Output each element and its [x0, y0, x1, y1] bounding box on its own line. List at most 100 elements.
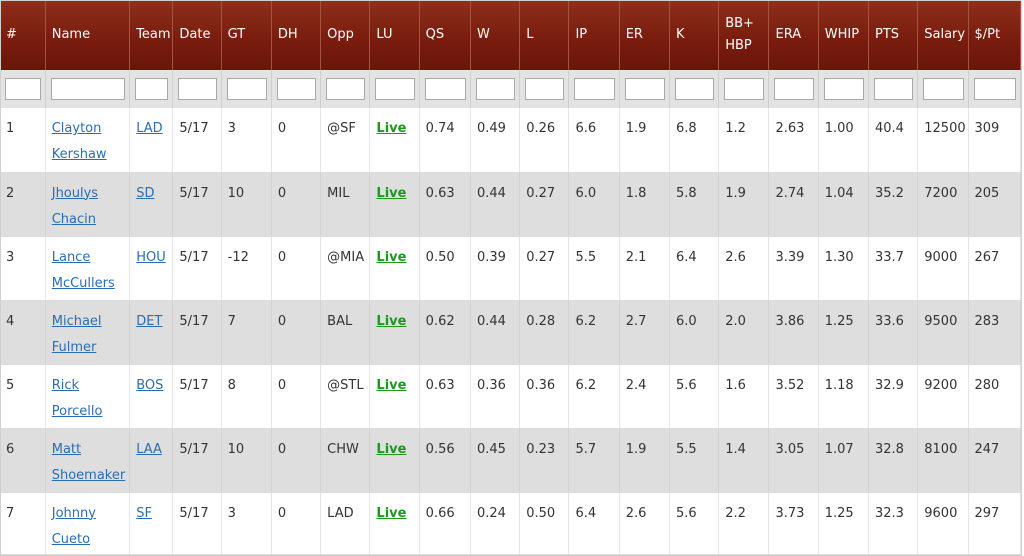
team-link[interactable]: BOS — [136, 377, 164, 393]
column-filter-input[interactable] — [874, 78, 914, 100]
opp-cell: BAL — [320, 300, 371, 365]
team-cell: LAD — [129, 108, 174, 173]
opp-cell: LAD — [320, 492, 371, 555]
filter-cell — [271, 70, 322, 108]
player-name-link[interactable]: Lance McCullers — [52, 250, 115, 291]
column-filter-input[interactable] — [375, 78, 415, 100]
opp-cell: CHW — [320, 428, 371, 493]
ppt-cell: 267 — [968, 236, 1022, 301]
k-cell: 5.8 — [669, 172, 720, 237]
lineup-cell: Live — [369, 364, 420, 429]
ip-cell: 6.2 — [568, 364, 620, 429]
k-cell: 5.5 — [669, 428, 720, 493]
column-filter-input[interactable] — [823, 78, 864, 100]
column-header[interactable]: W — [470, 0, 521, 70]
column-filter-input[interactable] — [5, 78, 41, 100]
column-header[interactable]: ER — [619, 0, 670, 70]
column-filter-input[interactable] — [774, 78, 814, 100]
column-filter-input[interactable] — [674, 78, 715, 100]
column-header[interactable]: # — [0, 0, 46, 70]
table-row: 1 Clayton Kershaw LAD 5/17 3 0 @SF Live 0.74 0.49 0… — [0, 108, 1022, 173]
column-filter-input[interactable] — [135, 78, 169, 100]
team-link[interactable]: HOU — [136, 249, 166, 265]
column-header[interactable]: $/Pt — [968, 0, 1022, 70]
column-header[interactable]: WHIP — [818, 0, 870, 70]
column-filter-input[interactable] — [624, 78, 665, 100]
player-name-link[interactable]: Rick Porcello — [52, 378, 103, 419]
lineup-cell: Live — [369, 172, 420, 237]
ppt-cell: 283 — [968, 300, 1022, 365]
player-first-name: Lance — [51, 249, 91, 265]
bb-cell: 2.0 — [718, 300, 770, 365]
opp-cell: @STL — [320, 364, 371, 429]
era-cell: 3.73 — [768, 492, 819, 555]
er-cell: 2.1 — [619, 236, 670, 301]
column-filter-input[interactable] — [226, 78, 267, 100]
player-name-link[interactable]: Clayton Kershaw — [52, 121, 107, 162]
team-link[interactable]: LAA — [136, 441, 162, 457]
date-cell: 5/17 — [172, 172, 222, 237]
team-cell: SF — [129, 492, 174, 555]
team-link[interactable]: LAD — [136, 121, 163, 136]
player-last-name: Shoemaker — [51, 467, 126, 483]
player-name-link[interactable]: Matt Shoemaker — [52, 442, 125, 483]
player-last-name: Cueto — [51, 531, 91, 547]
column-filter-input[interactable] — [525, 78, 565, 100]
team-link[interactable]: SD — [136, 185, 155, 201]
column-filter-input[interactable] — [724, 78, 765, 100]
column-header[interactable]: IP — [568, 0, 620, 70]
column-header[interactable]: Salary — [917, 0, 969, 70]
column-filter-input[interactable] — [574, 78, 615, 100]
rank-cell: 1 — [0, 108, 46, 173]
column-header[interactable]: GT — [221, 0, 272, 70]
team-link[interactable]: DET — [136, 313, 163, 329]
lineup-live-link[interactable]: Live — [376, 185, 407, 201]
filter-cell — [221, 70, 272, 108]
column-header[interactable]: L — [519, 0, 570, 70]
lineup-live-link[interactable]: Live — [376, 313, 407, 329]
table-row: 5 Rick Porcello BOS 5/17 8 0 @STL Live 0.63 0.36 0.… — [0, 364, 1022, 429]
column-header[interactable]: DH — [271, 0, 322, 70]
pts-cell: 33.6 — [868, 300, 919, 365]
column-filter-input[interactable] — [475, 78, 516, 100]
lineup-live-link[interactable]: Live — [376, 505, 407, 521]
lineup-live-link[interactable]: Live — [376, 121, 407, 136]
column-header[interactable]: K — [669, 0, 720, 70]
column-header[interactable]: ERA — [768, 0, 819, 70]
player-first-name: Clayton — [51, 121, 102, 136]
column-filter-input[interactable] — [178, 78, 217, 100]
player-name-link[interactable]: Michael Fulmer — [52, 314, 102, 355]
filter-cell — [470, 70, 521, 108]
column-filter-input[interactable] — [973, 78, 1016, 100]
column-header[interactable]: BB+ HBP — [718, 0, 770, 70]
column-header[interactable]: Name — [45, 0, 131, 70]
player-name-link[interactable]: Jhoulys Chacin — [52, 186, 98, 227]
lineup-live-link[interactable]: Live — [376, 377, 407, 393]
ip-cell: 5.5 — [568, 236, 620, 301]
filter-cell — [419, 70, 471, 108]
column-header[interactable]: Date — [172, 0, 222, 70]
column-filter-input[interactable] — [50, 78, 126, 100]
column-header[interactable]: PTS — [868, 0, 919, 70]
opp-cell: @SF — [320, 108, 371, 173]
column-filter-input[interactable] — [424, 78, 466, 100]
column-header[interactable]: Opp — [320, 0, 371, 70]
column-header[interactable]: Team — [129, 0, 174, 70]
lineup-live-link[interactable]: Live — [376, 441, 407, 457]
column-filter-input[interactable] — [326, 78, 366, 100]
ip-cell: 6.0 — [568, 172, 620, 237]
team-cell: BOS — [129, 364, 174, 429]
rank-cell: 3 — [0, 236, 46, 301]
column-header[interactable]: QS — [419, 0, 471, 70]
column-filter-input[interactable] — [276, 78, 317, 100]
salary-cell: 9000 — [917, 236, 969, 301]
lineup-live-link[interactable]: Live — [376, 249, 407, 265]
dh-cell: 0 — [271, 492, 322, 555]
column-header[interactable]: LU — [369, 0, 420, 70]
lineup-cell: Live — [369, 300, 420, 365]
team-link[interactable]: SF — [136, 505, 152, 521]
player-name-link[interactable]: Johnny Cueto — [52, 506, 96, 547]
filter-cell — [369, 70, 420, 108]
filter-cell — [718, 70, 770, 108]
column-filter-input[interactable] — [923, 78, 964, 100]
